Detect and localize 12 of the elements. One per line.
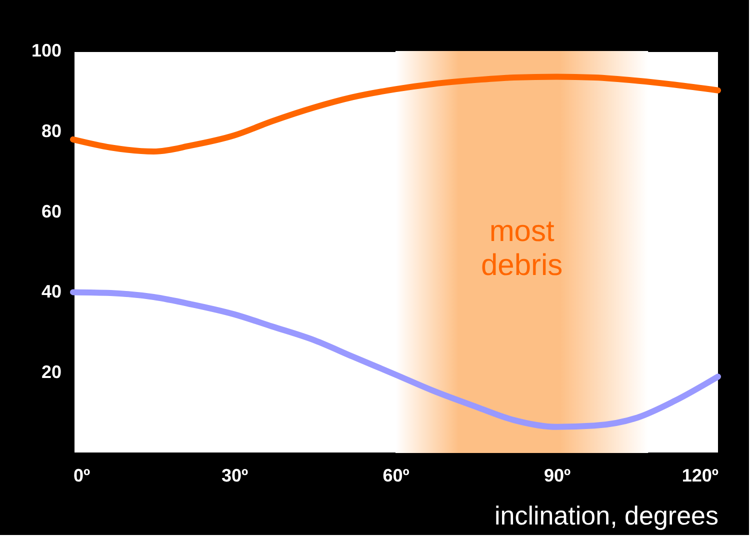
y-tick-label: 20 [41, 362, 62, 382]
y-tick-label: 40 [41, 282, 62, 302]
y-tick-label: 60 [41, 201, 62, 222]
y-tick-label: 100 [31, 40, 62, 60]
x-tick-label: 30º [221, 466, 248, 486]
x-tick-label: 90º [544, 466, 571, 486]
x-axis-title: inclination, degrees [494, 500, 718, 530]
band-label: most debris [480, 214, 563, 282]
x-tick-label: 0º [74, 466, 91, 486]
x-tick-label: 60º [382, 466, 410, 486]
x-tick-label: 120º [682, 466, 719, 486]
y-tick-label: 80 [41, 120, 62, 141]
